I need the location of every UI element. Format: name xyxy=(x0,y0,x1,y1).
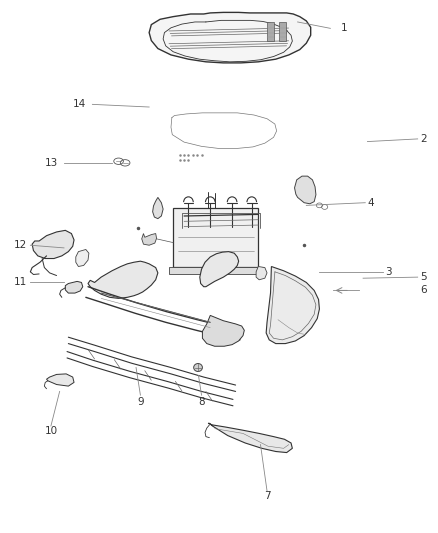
Text: 4: 4 xyxy=(367,198,374,208)
Polygon shape xyxy=(279,22,286,41)
Text: 10: 10 xyxy=(44,426,57,437)
Polygon shape xyxy=(256,266,267,280)
Text: 9: 9 xyxy=(137,397,144,407)
Polygon shape xyxy=(152,197,163,219)
Ellipse shape xyxy=(194,364,202,372)
Text: 1: 1 xyxy=(341,23,348,34)
Polygon shape xyxy=(202,316,244,346)
Ellipse shape xyxy=(279,18,286,23)
Polygon shape xyxy=(149,12,311,63)
Text: 7: 7 xyxy=(264,491,270,501)
Polygon shape xyxy=(266,266,319,344)
Polygon shape xyxy=(32,230,74,259)
Polygon shape xyxy=(169,266,263,274)
Polygon shape xyxy=(173,208,258,266)
Polygon shape xyxy=(200,252,239,287)
Text: 3: 3 xyxy=(385,267,392,277)
Polygon shape xyxy=(208,423,292,453)
Polygon shape xyxy=(76,249,89,266)
Text: 12: 12 xyxy=(14,240,27,250)
Polygon shape xyxy=(46,374,74,386)
Polygon shape xyxy=(65,281,83,293)
Polygon shape xyxy=(294,176,316,204)
Text: 13: 13 xyxy=(44,158,58,168)
Text: 6: 6 xyxy=(420,286,427,295)
Text: 2: 2 xyxy=(420,134,427,144)
Polygon shape xyxy=(267,22,274,41)
Ellipse shape xyxy=(267,18,274,23)
Text: 11: 11 xyxy=(14,278,27,287)
Text: 8: 8 xyxy=(198,397,205,407)
Polygon shape xyxy=(142,233,156,245)
Text: 5: 5 xyxy=(420,272,427,282)
Text: 14: 14 xyxy=(73,99,86,109)
Polygon shape xyxy=(88,261,158,298)
